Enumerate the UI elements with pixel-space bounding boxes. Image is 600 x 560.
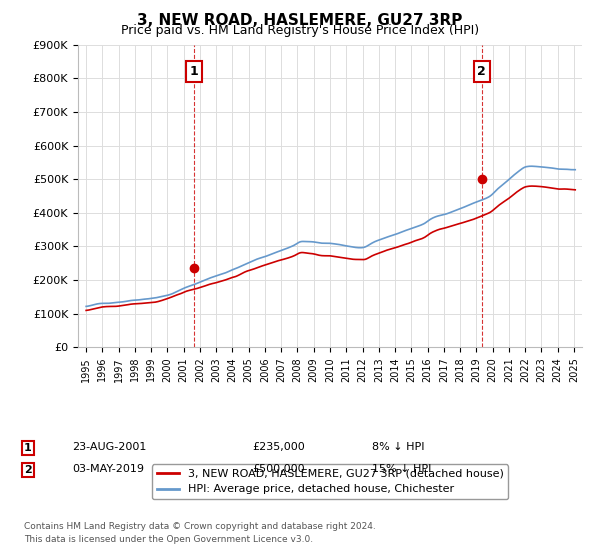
Text: 1: 1: [24, 443, 32, 453]
Text: Price paid vs. HM Land Registry's House Price Index (HPI): Price paid vs. HM Land Registry's House …: [121, 24, 479, 37]
Legend: 3, NEW ROAD, HASLEMERE, GU27 3RP (detached house), HPI: Average price, detached : 3, NEW ROAD, HASLEMERE, GU27 3RP (detach…: [152, 464, 508, 499]
Text: 1: 1: [190, 65, 199, 78]
Text: £500,000: £500,000: [252, 464, 305, 474]
Text: Contains HM Land Registry data © Crown copyright and database right 2024.: Contains HM Land Registry data © Crown c…: [24, 522, 376, 531]
Text: 8% ↓ HPI: 8% ↓ HPI: [372, 442, 425, 452]
Text: 2: 2: [478, 65, 486, 78]
Text: 03-MAY-2019: 03-MAY-2019: [72, 464, 144, 474]
Text: £235,000: £235,000: [252, 442, 305, 452]
Text: 15% ↓ HPI: 15% ↓ HPI: [372, 464, 431, 474]
Text: 2: 2: [24, 465, 32, 475]
Text: This data is licensed under the Open Government Licence v3.0.: This data is licensed under the Open Gov…: [24, 534, 313, 544]
Text: 23-AUG-2001: 23-AUG-2001: [72, 442, 146, 452]
Text: 3, NEW ROAD, HASLEMERE, GU27 3RP: 3, NEW ROAD, HASLEMERE, GU27 3RP: [137, 13, 463, 28]
